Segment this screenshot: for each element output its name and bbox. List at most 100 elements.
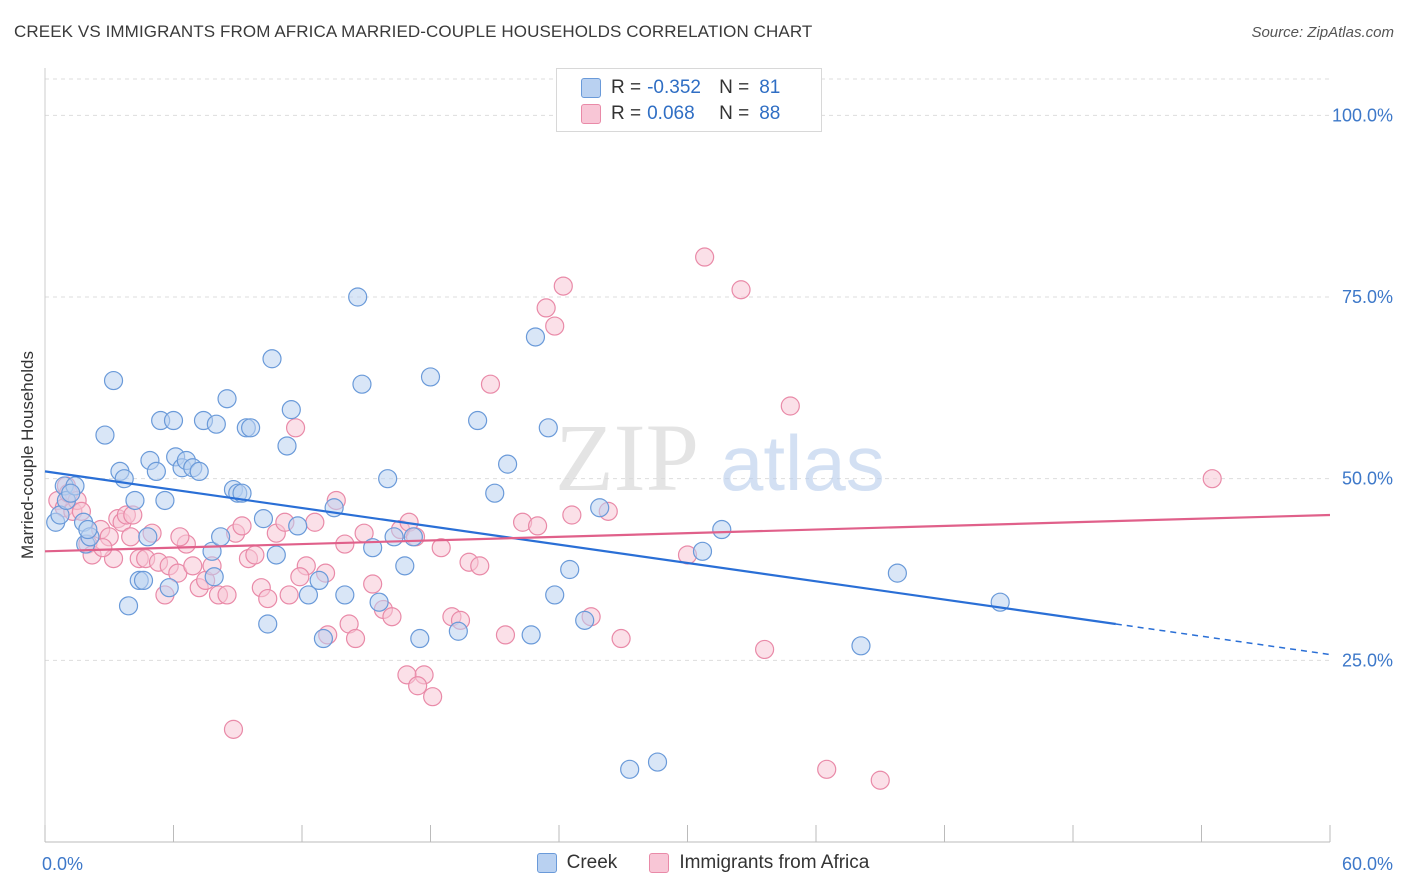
africa-point — [382, 607, 402, 627]
creek-point — [485, 483, 505, 503]
africa-point — [754, 639, 775, 660]
creek-point — [189, 461, 209, 481]
creek-point — [206, 414, 226, 434]
creek-point — [525, 327, 546, 347]
africa-point — [170, 527, 190, 547]
africa-point — [285, 418, 306, 438]
africa-point — [545, 316, 565, 336]
creek-point — [851, 636, 871, 656]
creek-point — [277, 436, 297, 456]
africa-point — [290, 567, 310, 587]
africa-point — [611, 628, 631, 649]
legend-swatch-africa — [649, 853, 670, 873]
africa-point — [870, 770, 890, 790]
legend-label-creek: Creek — [566, 852, 618, 873]
africa-trend-line — [44, 513, 1331, 553]
creek-point — [692, 541, 713, 561]
creek-point — [647, 752, 668, 772]
creek-point — [61, 483, 81, 503]
y-tick-label: 25.0% — [1342, 650, 1393, 670]
africa-point — [345, 628, 366, 649]
legend-swatch-africa — [581, 104, 601, 124]
africa-point — [121, 527, 141, 547]
creek-point — [545, 585, 565, 605]
africa-point — [553, 276, 573, 296]
creek-point — [313, 628, 334, 649]
legend-n-value: 88 — [759, 103, 781, 124]
creek-point — [298, 585, 319, 605]
legend-n-label: N = — [719, 103, 750, 124]
creek-point — [348, 287, 368, 307]
creek-point — [253, 509, 274, 529]
creek-point — [118, 596, 139, 616]
creek-point — [620, 759, 640, 779]
chart-title: CREEK VS IMMIGRANTS FROM AFRICA MARRIED-… — [14, 22, 813, 41]
creek-points — [46, 287, 1010, 779]
trend-lines — [44, 470, 1331, 656]
creek-point — [288, 516, 308, 536]
creek-point — [241, 418, 261, 438]
creek-point — [204, 567, 224, 587]
x-tick-labels: 0.0% 60.0% — [42, 854, 1393, 874]
legend-row-africa: R = 0.068 N = 88 — [581, 101, 780, 127]
axes — [44, 68, 1331, 843]
y-tick-labels: 25.0% 50.0% 75.0% 100.0% — [1332, 105, 1393, 670]
creek-point — [159, 578, 179, 598]
legend-swatch-creek — [536, 853, 557, 873]
creek-point — [498, 454, 518, 474]
africa-point — [527, 516, 548, 536]
creek-point — [521, 625, 541, 645]
africa-point — [223, 719, 244, 739]
africa-point — [423, 687, 443, 707]
creek-point — [395, 556, 415, 576]
africa-point — [245, 545, 265, 565]
legend-swatch-creek — [581, 78, 601, 98]
creek-point — [420, 367, 441, 387]
creek-point — [78, 519, 98, 540]
y-tick-label: 50.0% — [1342, 469, 1393, 489]
africa-point — [480, 374, 501, 394]
africa-point — [279, 585, 299, 605]
africa-point — [232, 516, 252, 536]
creek-point — [712, 519, 732, 540]
creek-point — [335, 585, 355, 605]
series-legend: Creek Immigrants from Africa — [0, 852, 1406, 874]
africa-point — [731, 280, 751, 300]
legend-r-value: 0.068 — [647, 103, 695, 124]
creek-point — [575, 610, 595, 630]
africa-point — [305, 512, 325, 532]
legend-n-label: N = — [719, 77, 750, 98]
y-axis-label: Married-couple Households — [18, 351, 37, 559]
africa-point — [183, 556, 203, 576]
x-tick-label-min: 0.0% — [42, 854, 83, 874]
creek-point — [146, 461, 166, 481]
creek-point — [262, 349, 282, 369]
creek-point — [217, 389, 237, 409]
creek-point — [114, 469, 134, 489]
creek-point — [384, 527, 404, 547]
africa-point — [1202, 469, 1222, 489]
legend-r-label: R = — [611, 103, 642, 124]
legend-item-creek[interactable]: Creek — [536, 852, 618, 874]
africa-point — [495, 625, 516, 645]
creek-point — [232, 483, 252, 503]
y-tick-label: 100.0% — [1332, 105, 1393, 125]
legend-n-value: 81 — [759, 77, 781, 98]
creek-point — [155, 490, 175, 511]
creek-point — [403, 527, 423, 547]
africa-point — [695, 247, 715, 267]
creek-point — [163, 410, 184, 431]
creek-trend-line — [44, 470, 1116, 626]
creek-point — [887, 563, 907, 583]
legend-label-africa: Immigrants from Africa — [679, 852, 870, 873]
africa-point — [536, 298, 556, 318]
creek-point — [410, 628, 430, 649]
creek-trend-extension — [1115, 623, 1331, 656]
legend-item-africa[interactable]: Immigrants from Africa — [649, 852, 869, 874]
africa-point — [408, 676, 428, 696]
creek-point — [95, 425, 115, 445]
creek-point — [258, 614, 278, 634]
chart-source: Source: ZipAtlas.com — [1251, 24, 1394, 41]
africa-point — [780, 396, 800, 416]
